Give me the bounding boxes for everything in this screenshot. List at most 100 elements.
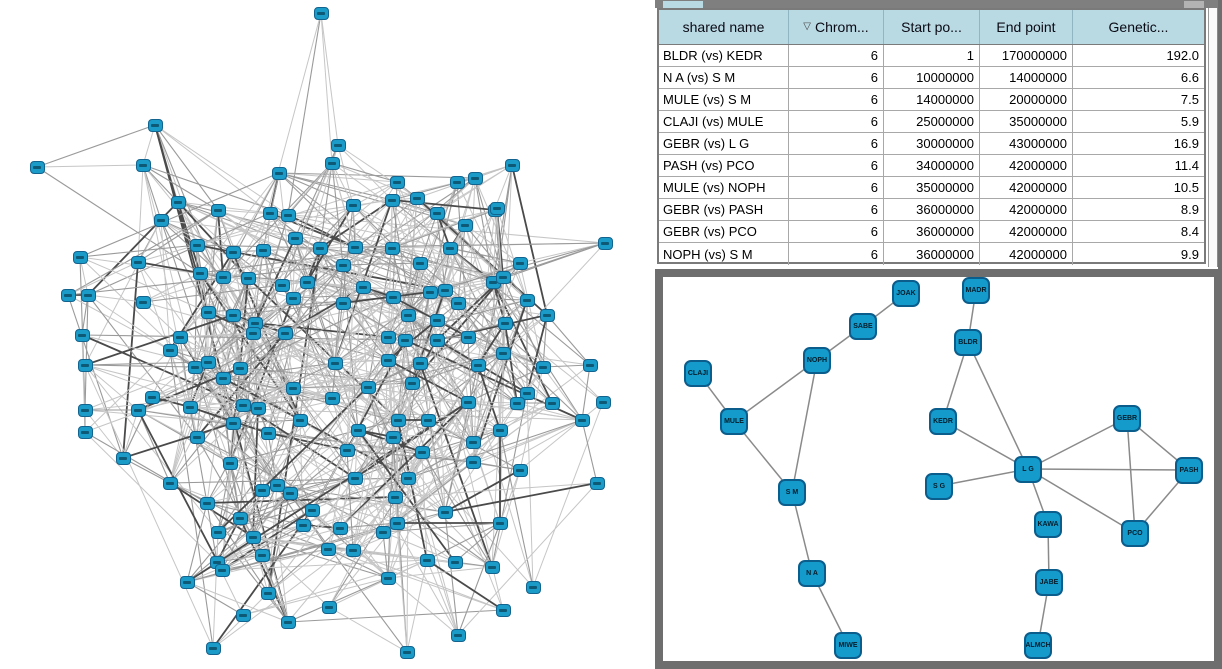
node-noph[interactable]: NOPH: [803, 346, 831, 374]
network-node[interactable]: [380, 330, 396, 344]
network-node[interactable]: [292, 413, 308, 427]
network-edge[interactable]: [1027, 417, 1128, 470]
network-node[interactable]: [222, 456, 238, 470]
network-edge[interactable]: [1027, 468, 1136, 534]
table-cell[interactable]: 35000000: [980, 111, 1073, 132]
table-row[interactable]: MULE (vs) NOPH 6 35000000 42000000 10.5: [659, 177, 1204, 199]
network-node[interactable]: [280, 208, 296, 222]
network-node[interactable]: [170, 195, 186, 209]
network-node[interactable]: [182, 400, 198, 414]
network-edge[interactable]: [967, 341, 1029, 470]
network-node[interactable]: [350, 423, 366, 437]
network-node[interactable]: [199, 496, 215, 510]
table-cell[interactable]: 14000000: [980, 67, 1073, 88]
network-node[interactable]: [412, 356, 428, 370]
table-cell[interactable]: 6.6: [1180, 70, 1199, 85]
table-row[interactable]: GEBR (vs) L G 6 30000000 43000000 16.9: [659, 133, 1204, 155]
network-node[interactable]: [153, 213, 169, 227]
network-node[interactable]: [497, 316, 513, 330]
table-cell[interactable]: 14000000: [884, 89, 980, 110]
network-edge[interactable]: [938, 468, 1029, 487]
table-cell[interactable]: GEBR (vs) PASH: [659, 199, 789, 220]
table-cell[interactable]: 34000000: [884, 155, 980, 176]
network-node[interactable]: [335, 296, 351, 310]
network-node[interactable]: [277, 326, 293, 340]
network-node[interactable]: [484, 560, 500, 574]
table-cell[interactable]: 36000000: [884, 221, 980, 242]
network-node[interactable]: [327, 356, 343, 370]
node-claji[interactable]: CLAJI: [684, 359, 712, 387]
network-node[interactable]: [419, 553, 435, 567]
table-cell[interactable]: 6: [789, 155, 884, 176]
network-node[interactable]: [582, 358, 598, 372]
network-node[interactable]: [225, 416, 241, 430]
table-cell[interactable]: 6: [789, 45, 884, 66]
network-node[interactable]: [535, 360, 551, 374]
network-node[interactable]: [255, 243, 271, 257]
network-node[interactable]: [205, 641, 221, 655]
network-node[interactable]: [115, 451, 131, 465]
table-cell[interactable]: 35000000: [884, 177, 980, 198]
table-row[interactable]: GEBR (vs) PASH 6 36000000 42000000 8.9: [659, 199, 1204, 221]
table-cell[interactable]: CLAJI (vs) MULE: [659, 111, 789, 132]
column-header-shared-name[interactable]: shared name: [659, 10, 789, 44]
network-node[interactable]: [200, 305, 216, 319]
network-node[interactable]: [539, 308, 555, 322]
panel-tab[interactable]: [663, 1, 703, 8]
table-scrollbar[interactable]: [1208, 8, 1218, 267]
table-cell[interactable]: 8.9: [1180, 202, 1199, 217]
node-gebr[interactable]: GEBR: [1113, 404, 1141, 432]
network-node[interactable]: [304, 503, 320, 517]
network-node[interactable]: [347, 240, 363, 254]
table-cell[interactable]: 16.9: [1173, 136, 1199, 151]
network-node[interactable]: [380, 353, 396, 367]
network-node[interactable]: [355, 280, 371, 294]
table-cell[interactable]: MULE (vs) NOPH: [659, 177, 789, 198]
network-node[interactable]: [321, 600, 337, 614]
network-node[interactable]: [162, 343, 178, 357]
network-node[interactable]: [135, 295, 151, 309]
network-node[interactable]: [420, 413, 436, 427]
table-cell[interactable]: 36000000: [884, 199, 980, 220]
network-node[interactable]: [232, 511, 248, 525]
network-node[interactable]: [332, 521, 348, 535]
network-node[interactable]: [384, 193, 400, 207]
network-node[interactable]: [135, 158, 151, 172]
table-cell[interactable]: 42000000: [980, 155, 1073, 176]
network-node[interactable]: [389, 516, 405, 530]
network-node[interactable]: [77, 403, 93, 417]
main-network-view[interactable]: [0, 0, 655, 669]
column-header-chrom-[interactable]: ▽ Chrom...: [789, 10, 884, 44]
network-node[interactable]: [589, 476, 605, 490]
network-node[interactable]: [509, 396, 525, 410]
network-node[interactable]: [254, 483, 270, 497]
node-l-g[interactable]: L G: [1014, 455, 1042, 483]
network-node[interactable]: [519, 386, 535, 400]
network-node[interactable]: [74, 328, 90, 342]
network-node[interactable]: [465, 455, 481, 469]
table-cell[interactable]: 8.4: [1180, 224, 1199, 239]
network-node[interactable]: [512, 256, 528, 270]
network-node[interactable]: [285, 291, 301, 305]
network-node[interactable]: [345, 198, 361, 212]
table-cell[interactable]: GEBR (vs) L G: [659, 133, 789, 154]
table-cell[interactable]: 170000000: [980, 45, 1073, 66]
table-cell[interactable]: 42000000: [980, 243, 1073, 265]
table-cell[interactable]: 11.4: [1174, 158, 1199, 173]
table-cell[interactable]: 20000000: [980, 89, 1073, 110]
table-cell[interactable]: 10.5: [1173, 180, 1199, 195]
network-node[interactable]: [450, 628, 466, 642]
node-n-a[interactable]: N A: [798, 559, 826, 587]
network-node[interactable]: [130, 255, 146, 269]
network-node[interactable]: [345, 543, 361, 557]
network-node[interactable]: [404, 376, 420, 390]
network-node[interactable]: [335, 258, 351, 272]
network-node[interactable]: [235, 608, 251, 622]
table-cell[interactable]: NOPH (vs) S M: [659, 243, 789, 265]
network-edge[interactable]: [791, 359, 818, 493]
node-almch[interactable]: ALMCH: [1024, 631, 1052, 659]
network-node[interactable]: [189, 238, 205, 252]
network-node[interactable]: [360, 380, 376, 394]
table-cell[interactable]: 192.0: [1166, 48, 1199, 63]
table-cell[interactable]: 30000000: [884, 133, 980, 154]
